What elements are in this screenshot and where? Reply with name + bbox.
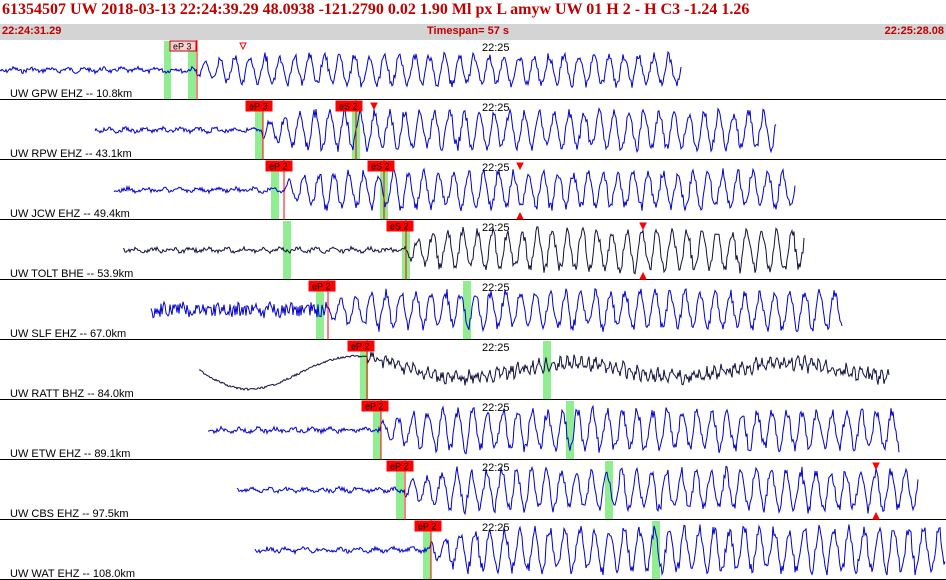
channel-label[interactable]: UW RATT BHZ -- 84.0km bbox=[10, 388, 134, 400]
waveform bbox=[113, 167, 796, 212]
pick-window bbox=[463, 281, 471, 339]
pick-label: eP 2 bbox=[390, 462, 408, 472]
pick-label: eP 2 bbox=[269, 162, 287, 172]
time-marker: 22:25 bbox=[482, 102, 510, 114]
event-title: 61354507 UW 2018-03-13 22:24:39.29 48.09… bbox=[2, 1, 750, 18]
end-time: 22:25:28.08 bbox=[884, 25, 944, 37]
start-time: 22:24:31.29 bbox=[2, 25, 62, 37]
pick-flag[interactable] bbox=[308, 280, 336, 292]
time-marker: 22:25 bbox=[482, 42, 510, 54]
pick-flag[interactable] bbox=[265, 160, 293, 172]
pick-label: eP 2 bbox=[418, 522, 436, 532]
pick-label: eP 2 bbox=[365, 402, 383, 412]
pick-window bbox=[396, 461, 404, 519]
pick-window bbox=[360, 341, 368, 399]
pick-window bbox=[566, 401, 574, 459]
time-marker: 22:25 bbox=[482, 222, 510, 234]
channel-label[interactable]: UW WAT EHZ -- 108.0km bbox=[10, 568, 135, 580]
trace-panel[interactable]: eP 3 22:25 UW GPW EHZ -- 10.8km eP 3 eS 2 22:… bbox=[0, 40, 946, 580]
pick-flag[interactable] bbox=[169, 40, 197, 52]
pick-window bbox=[543, 341, 551, 399]
channel-label[interactable]: UW RPW EHZ -- 43.1km bbox=[10, 148, 132, 160]
waveform bbox=[254, 524, 946, 576]
pick-window bbox=[605, 461, 613, 519]
pick-flag[interactable] bbox=[386, 460, 414, 472]
time-marker: 22:25 bbox=[482, 342, 510, 354]
time-marker: 22:25 bbox=[482, 462, 510, 474]
pick-flag[interactable] bbox=[414, 520, 442, 532]
amplitude-marker-icon bbox=[370, 102, 378, 111]
amplitude-marker-icon bbox=[872, 462, 880, 471]
pick-window bbox=[188, 41, 196, 99]
waveform bbox=[236, 465, 919, 516]
pick-flag[interactable] bbox=[367, 160, 395, 172]
amplitude-marker-icon bbox=[516, 211, 524, 220]
waveform bbox=[198, 351, 890, 392]
timespan-label: Timespan= 57 s bbox=[427, 25, 510, 37]
pick-flag[interactable] bbox=[335, 100, 363, 112]
pick-window bbox=[164, 41, 171, 99]
waveform bbox=[94, 106, 777, 154]
channel-label[interactable]: UW CBS EHZ -- 97.5km bbox=[10, 508, 129, 520]
pick-window bbox=[271, 161, 279, 219]
waveform bbox=[0, 50, 682, 89]
pick-label: eP 3 bbox=[173, 42, 191, 52]
channel-label[interactable]: UW SLF EHZ -- 67.0km bbox=[10, 328, 126, 340]
amplitude-marker-icon bbox=[872, 511, 880, 520]
pick-flag[interactable] bbox=[347, 340, 375, 352]
amplitude-marker-icon bbox=[239, 42, 247, 51]
pick-label: eS 2 bbox=[390, 222, 409, 232]
pick-label: eP 2 bbox=[312, 282, 330, 292]
pick-window bbox=[652, 521, 660, 579]
time-marker: 22:25 bbox=[482, 402, 510, 414]
waveform bbox=[150, 287, 843, 333]
time-marker: 22:25 bbox=[482, 522, 510, 534]
pick-flag[interactable] bbox=[245, 100, 273, 112]
waveform bbox=[207, 404, 900, 455]
pick-window bbox=[316, 281, 324, 339]
amplitude-marker-icon bbox=[639, 271, 647, 280]
amplitude-marker-icon bbox=[516, 162, 524, 171]
time-bar: 22:24:31.29 Timespan= 57 s 22:25:28.08 bbox=[0, 24, 946, 40]
channel-label[interactable]: UW GPW EHZ -- 10.8km bbox=[10, 88, 132, 100]
event-header: 61354507 UW 2018-03-13 22:24:39.29 48.09… bbox=[0, 0, 946, 22]
channel-label[interactable]: UW JCW EHZ -- 49.4km bbox=[10, 208, 130, 220]
amplitude-marker-icon bbox=[639, 222, 647, 231]
waveform bbox=[122, 226, 805, 275]
pick-label: eS 2 bbox=[371, 162, 390, 172]
pick-label: eS 2 bbox=[339, 102, 358, 112]
channel-label[interactable]: UW ETW EHZ -- 89.1km bbox=[10, 448, 130, 460]
time-marker: 22:25 bbox=[482, 162, 510, 174]
pick-flag[interactable] bbox=[361, 400, 389, 412]
pick-label: eP 2 bbox=[351, 342, 369, 352]
channel-label[interactable]: UW TOLT BHE -- 53.9km bbox=[10, 268, 133, 280]
time-marker: 22:25 bbox=[482, 282, 510, 294]
pick-label: eP 3 bbox=[249, 102, 267, 112]
pick-flag[interactable] bbox=[386, 220, 414, 232]
